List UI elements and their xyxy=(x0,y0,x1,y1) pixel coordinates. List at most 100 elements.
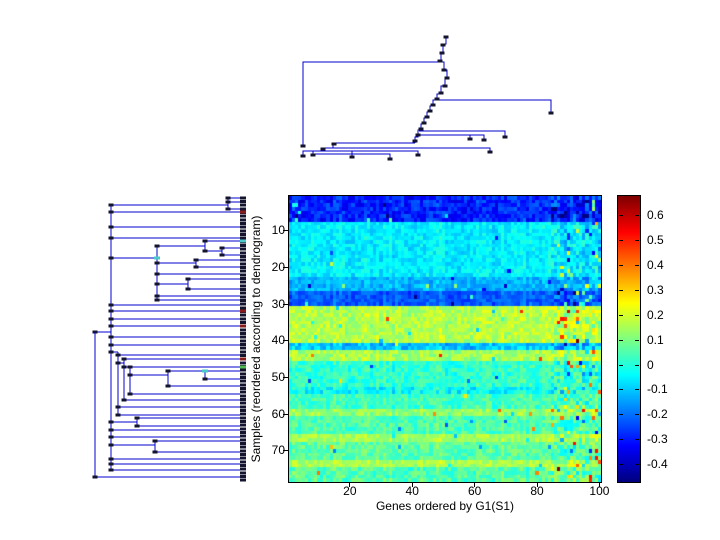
tree-node-marker xyxy=(115,361,121,365)
tree-node-marker xyxy=(154,261,160,265)
y-tick-label: 70 xyxy=(271,443,285,458)
colorbar-tick-mark xyxy=(635,215,639,217)
colorbar-tick-mark xyxy=(619,364,623,366)
tree-node-marker xyxy=(440,43,446,47)
tree-leaf-marker xyxy=(240,313,246,317)
tree-leaf-marker xyxy=(240,280,246,284)
tree-node-marker xyxy=(443,35,449,39)
tree-node-marker xyxy=(115,405,121,409)
tree-leaf-marker-colored xyxy=(240,365,246,369)
tree-leaf-marker-colored xyxy=(240,309,246,313)
colorbar-tick-mark xyxy=(619,290,623,291)
tree-node-marker xyxy=(438,91,444,95)
tree-node-marker xyxy=(115,413,121,417)
y-tick-label: 60 xyxy=(271,406,285,421)
tree-leaf-marker xyxy=(240,255,246,258)
colorbar-tick-mark xyxy=(635,414,639,416)
tree-node-marker xyxy=(434,97,440,101)
tree-node-marker xyxy=(92,475,98,479)
tree-leaf-marker xyxy=(240,203,246,207)
tree-leaf-marker xyxy=(240,262,246,266)
tree-node-marker xyxy=(152,450,158,454)
colorbar-tick-label: 0.5 xyxy=(647,233,664,248)
tree-leaf-marker xyxy=(240,449,246,453)
tree-node-marker xyxy=(415,133,421,137)
tree-node-marker xyxy=(427,109,433,113)
tree-node-marker xyxy=(127,373,133,377)
tree-leaf-marker xyxy=(240,442,246,445)
tree-leaf-marker xyxy=(240,409,246,412)
tree-node-marker xyxy=(331,142,337,146)
tree-leaf-marker xyxy=(240,269,246,273)
tree-leaf-marker xyxy=(240,390,246,394)
y-tick-mark xyxy=(283,413,288,415)
tree-leaf-marker xyxy=(240,196,246,200)
tree-leaf-marker xyxy=(240,383,246,387)
tree-leaf-marker xyxy=(240,291,246,295)
tree-node-marker xyxy=(418,127,424,131)
tree-leaf-marker xyxy=(240,423,246,427)
tree-node-marker xyxy=(127,365,133,369)
tree-node-marker xyxy=(108,343,114,347)
tree-leaf-marker xyxy=(240,222,246,225)
tree-leaf-marker-colored xyxy=(240,324,246,328)
tree-node-marker xyxy=(225,200,231,204)
tree-leaf-marker xyxy=(240,207,246,211)
top-dendrogram-branch xyxy=(437,99,552,112)
tree-leaf-marker xyxy=(240,398,246,401)
tree-leaf-marker-colored xyxy=(202,369,208,373)
tree-leaf-marker xyxy=(240,405,246,409)
tree-leaf-marker xyxy=(240,368,246,372)
tree-leaf-marker xyxy=(240,346,246,350)
y-tick-mark xyxy=(283,377,288,378)
tree-leaf-marker xyxy=(240,354,246,357)
tree-node-marker xyxy=(108,210,114,214)
colorbar-tick-mark xyxy=(635,439,639,441)
tree-leaf-marker xyxy=(240,288,246,291)
tree-node-marker xyxy=(349,155,355,159)
heatmap xyxy=(289,196,601,482)
tree-leaf-marker xyxy=(240,247,246,251)
tree-leaf-marker xyxy=(240,445,246,449)
colorbar-tick-label: 0.6 xyxy=(647,208,664,223)
tree-leaf-marker-colored xyxy=(240,210,246,214)
tree-node-marker xyxy=(437,59,443,63)
x-tick-mark xyxy=(411,483,413,487)
tree-node-marker xyxy=(127,392,133,396)
tree-node-marker xyxy=(154,244,160,248)
tree-node-marker xyxy=(430,103,436,107)
tree-node-marker xyxy=(121,398,127,402)
y-tick-mark xyxy=(283,340,288,342)
colorbar-tick-mark xyxy=(635,339,639,341)
colorbar-tick-mark xyxy=(635,314,639,316)
tree-leaf-marker xyxy=(240,460,246,464)
tree-leaf-marker xyxy=(240,233,246,236)
colorbar-tick-label: 0.3 xyxy=(647,283,664,297)
tree-node-marker xyxy=(108,420,114,424)
x-tick-label: 60 xyxy=(467,484,482,498)
tree-leaf-marker xyxy=(240,361,246,365)
y-tick-mark xyxy=(283,450,288,452)
tree-leaf-marker xyxy=(240,401,246,405)
tree-node-marker xyxy=(481,138,487,142)
tree-node-marker xyxy=(121,365,127,369)
tree-leaf-marker xyxy=(240,328,246,332)
colorbar-tick-mark xyxy=(619,215,623,217)
tree-node-marker xyxy=(300,144,306,148)
tree-leaf-marker xyxy=(240,343,246,346)
tree-node-marker xyxy=(108,468,114,472)
y-tick-mark xyxy=(283,230,288,232)
tree-node-marker xyxy=(320,147,326,151)
colorbar-tick-label: -0.2 xyxy=(647,407,668,422)
tree-node-marker xyxy=(108,256,114,260)
tree-node-marker xyxy=(487,150,493,154)
tree-leaf-marker xyxy=(240,379,246,383)
colorbar-tick-label: -0.1 xyxy=(647,382,668,397)
tree-leaf-marker xyxy=(240,214,246,218)
colorbar-tick-mark xyxy=(619,389,623,391)
tree-node-marker xyxy=(444,76,450,80)
tree-leaf-marker xyxy=(240,302,246,306)
tree-leaf-marker xyxy=(240,394,246,398)
tree-node-marker xyxy=(121,357,127,361)
tree-leaf-marker xyxy=(240,295,246,299)
